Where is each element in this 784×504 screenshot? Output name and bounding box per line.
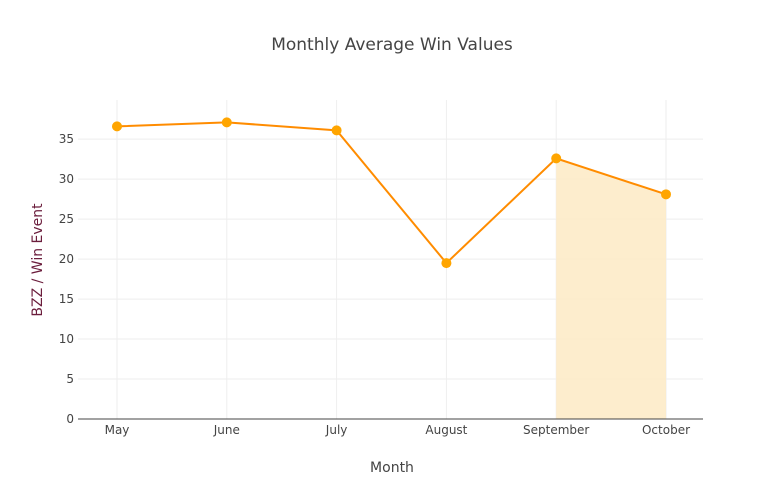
data-point bbox=[112, 121, 122, 132]
y-tick-label: 10 bbox=[59, 332, 74, 346]
x-tick-label: October bbox=[642, 423, 690, 437]
y-tick-label: 30 bbox=[59, 172, 74, 186]
x-axis-label: Month bbox=[370, 460, 414, 476]
x-tick-label: June bbox=[213, 423, 240, 437]
y-tick-label: 35 bbox=[59, 132, 74, 146]
x-tick-label: May bbox=[105, 423, 130, 437]
y-tick-label: 0 bbox=[66, 412, 74, 426]
data-point bbox=[551, 153, 562, 164]
shaded-area bbox=[556, 158, 666, 419]
y-tick-label: 25 bbox=[59, 212, 74, 226]
y-axis-label: BZZ / Win Event bbox=[30, 203, 46, 317]
data-point bbox=[661, 189, 671, 200]
data-point bbox=[331, 125, 342, 136]
data-point bbox=[441, 258, 452, 269]
data-point bbox=[221, 117, 232, 128]
series-line bbox=[116, 121, 667, 265]
chart-title: Monthly Average Win Values bbox=[271, 35, 513, 55]
y-tick-label: 5 bbox=[66, 372, 74, 386]
x-tick-label: August bbox=[425, 423, 467, 437]
y-tick-label: 15 bbox=[59, 292, 74, 306]
x-tick-label: September bbox=[523, 423, 589, 437]
x-tick-label: July bbox=[325, 423, 348, 437]
y-tick-label: 20 bbox=[59, 252, 74, 266]
